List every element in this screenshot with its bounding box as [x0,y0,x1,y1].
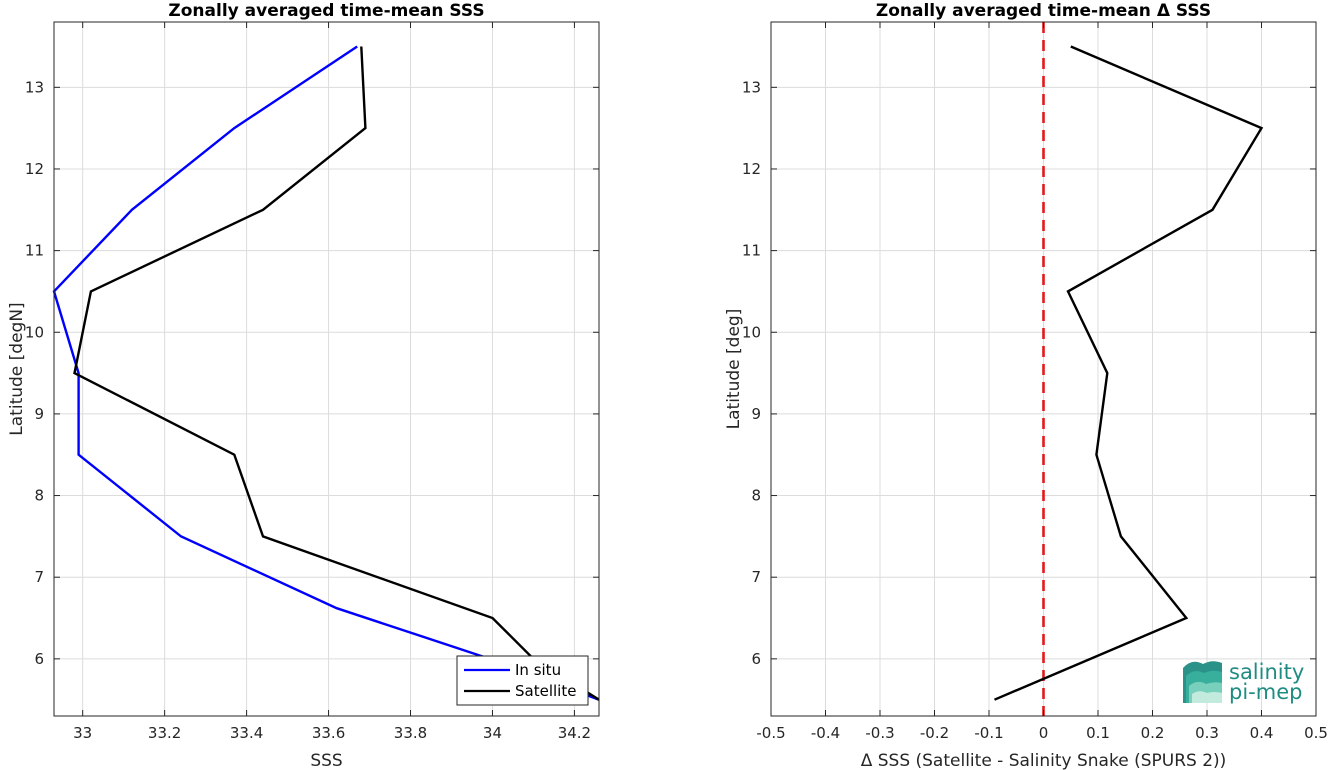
left-x-ticks: 33 33.2 33.4 33.6 33.8 34 34.2 [73,22,591,742]
y-tick-label: 9 [34,405,44,423]
x-tick-label: -0.2 [920,724,949,742]
x-tick-label: 0 [1039,724,1049,742]
x-tick-label: -0.1 [974,724,1003,742]
right-y-axis-label: Latitude [deg] [724,309,744,430]
y-tick-label: 12 [25,160,44,178]
left-panel-sss: 33 33.2 33.4 33.6 33.8 34 34.2 6 7 8 9 10 11 12 13 Zo… [7,1,600,770]
y-tick-label: 11 [25,242,44,260]
left-series-group [52,45,600,701]
series-line-satellite [73,46,600,701]
x-tick-label: 0.1 [1086,724,1110,742]
salinity-pimep-logo-icon [1183,661,1222,703]
x-tick-label: 0.3 [1195,724,1219,742]
y-tick-label: 9 [751,405,761,423]
y-tick-label: 13 [25,78,44,96]
x-tick-label: 0.5 [1304,724,1328,742]
left-y-axis-label: Latitude [degN] [7,302,27,435]
x-tick-label: 33.4 [230,724,263,742]
right-chart-title: Zonally averaged time-mean Δ SSS [876,1,1211,21]
y-tick-label: 8 [34,487,44,505]
x-tick-label: 33.8 [394,724,427,742]
left-x-axis-label: SSS [310,751,342,770]
logo-text-salinity: salinity [1229,660,1304,684]
series-line-delta-sss [994,45,1264,701]
left-grid [54,22,599,716]
left-y-ticks: 6 7 8 9 10 11 12 13 [25,78,599,668]
y-tick-label: 10 [742,323,761,341]
y-tick-label: 13 [742,78,761,96]
x-tick-label: -0.5 [756,724,785,742]
legend-box [456,655,589,706]
legend-label-satellite: Satellite [515,682,576,700]
x-tick-label: 34 [483,724,502,742]
left-plot-frame [53,21,600,717]
logo-text-pimep: pi-mep [1229,680,1302,704]
x-tick-label: 0.2 [1141,724,1165,742]
series-line-in-situ [52,45,600,701]
y-tick-label: 8 [751,487,761,505]
y-tick-label: 7 [751,568,761,586]
y-tick-label: 11 [742,242,761,260]
legend-label-in-situ: In situ [515,661,561,679]
y-tick-label: 6 [34,650,44,668]
left-chart-title: Zonally averaged time-mean SSS [168,1,484,21]
right-x-axis-label: Δ SSS (Satellite - Salinity Snake (SPURS… [861,751,1227,770]
y-tick-label: 6 [751,650,761,668]
y-tick-label: 10 [25,323,44,341]
x-tick-label: 0.4 [1250,724,1274,742]
salinity-pimep-logo: salinity pi-mep [1183,660,1304,704]
x-tick-label: -0.3 [865,724,894,742]
right-panel-delta-sss: -0.5 -0.4 -0.3 -0.2 -0.1 0 0.1 0.2 0.3 0.4 0.5 6 7 8… [724,1,1328,770]
right-x-ticks: -0.5 -0.4 -0.3 -0.2 -0.1 0 0.1 0.2 0.3 0.4 0.5 [756,22,1328,742]
y-tick-label: 7 [34,568,44,586]
legend: In situ Satellite [456,655,589,706]
right-y-ticks: 6 7 8 9 10 11 12 13 [742,78,1316,668]
x-tick-label: -0.4 [811,724,840,742]
x-tick-label: 33.6 [312,724,345,742]
y-tick-label: 12 [742,160,761,178]
x-tick-label: 33.2 [148,724,181,742]
right-series-group [994,45,1264,701]
x-tick-label: 34.2 [558,724,591,742]
x-tick-label: 33 [73,724,92,742]
